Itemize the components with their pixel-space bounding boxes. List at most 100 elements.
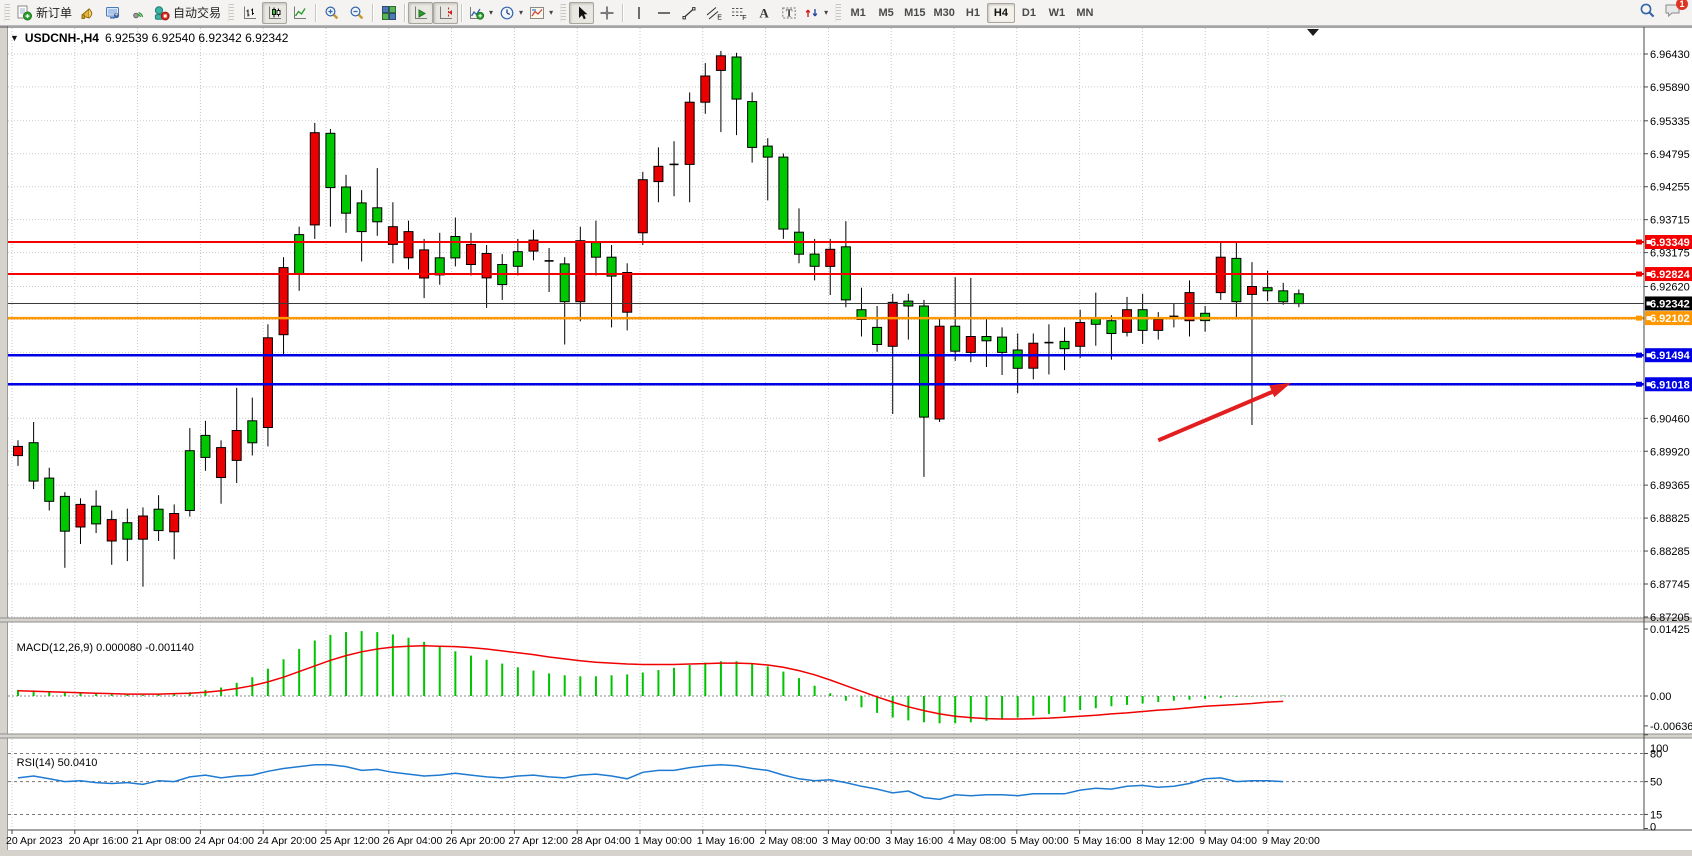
chart-title: USDCNH-,H4	[24, 31, 99, 45]
rsi-line	[17, 764, 1284, 801]
toolbar-drag-handle[interactable]	[4, 3, 10, 22]
time-tick-label: 27 Apr 12:00	[508, 835, 568, 847]
hline-price-label-box	[1645, 267, 1692, 282]
arrow-annotation-head[interactable]	[1269, 382, 1292, 398]
toolbar: 新订单 自动交易 ▾ ▾ ▾ E F A T ▾ M1 M5 M15 M30 H1 H4 D1 W1 MN 1	[0, 0, 1692, 26]
time-tick-label: 24 Apr 04:00	[194, 835, 254, 847]
arrows-button[interactable]: ▾	[801, 2, 831, 24]
new-order-button[interactable]: 新订单	[13, 2, 75, 24]
price-tick-label: 6.95890	[1650, 82, 1690, 94]
one-click-trading-arrow-icon[interactable]: ▼	[10, 33, 19, 43]
current-price-label-handle	[1646, 301, 1651, 306]
timeframe-h1-button[interactable]: H1	[965, 6, 980, 19]
toolbar-separator	[404, 3, 406, 22]
horizontal-line-button[interactable]	[651, 2, 676, 24]
candle-body	[341, 186, 352, 214]
candle-body	[559, 263, 570, 303]
bar-chart-button[interactable]	[237, 2, 262, 24]
price-tick-label: 6.87205	[1650, 612, 1690, 624]
window-left-edge	[0, 26, 7, 850]
terminal-button[interactable]	[100, 2, 125, 24]
hline-price-label-box	[1645, 311, 1692, 326]
hline-edge-marker	[1636, 271, 1642, 277]
candle-body	[13, 445, 23, 457]
pane-splitter[interactable]	[0, 618, 1692, 622]
vertical-line-icon	[631, 5, 647, 21]
line-chart-icon	[292, 5, 308, 21]
periods-button[interactable]: ▾	[496, 2, 526, 24]
price-tick-label: 6.94795	[1650, 149, 1690, 161]
cursor-button[interactable]	[569, 1, 595, 24]
toolbar-drag-handle[interactable]	[835, 3, 842, 22]
zoom-in-icon	[324, 5, 340, 21]
fibonacci-button[interactable]: F	[726, 2, 751, 24]
time-tick-label: 2 May 08:00	[760, 835, 818, 847]
hline-edge-marker	[1636, 352, 1642, 358]
hline-price-label-handle	[1646, 316, 1651, 321]
chart-shift-button[interactable]	[433, 1, 459, 24]
megaphone-button[interactable]	[75, 2, 100, 24]
zoom-out-icon	[349, 5, 365, 21]
equidistant-channel-button[interactable]: E	[701, 2, 726, 24]
timeframe-w1-button[interactable]: W1	[1048, 6, 1066, 19]
time-tick-label: 1 May 16:00	[697, 835, 755, 847]
zoom-in-button[interactable]	[319, 2, 344, 24]
candle-body	[918, 305, 929, 418]
templates-button[interactable]: ▾	[526, 2, 556, 24]
macd-axis-label: 0.00	[1650, 691, 1671, 703]
candle-body	[450, 236, 461, 259]
svg-text:F: F	[742, 15, 746, 21]
chart-ohlc: 6.92539 6.92540 6.92342 6.92342	[104, 31, 289, 45]
timeframe-m5-button[interactable]: M5	[878, 6, 894, 19]
timeframe-m15-button[interactable]: M15	[904, 6, 926, 19]
time-tick-label: 28 Apr 04:00	[571, 835, 631, 847]
time-tick-label: 26 Apr 20:00	[446, 835, 506, 847]
chat-button[interactable]: 1	[1664, 0, 1688, 24]
trendline-button[interactable]	[676, 2, 701, 24]
rsi-label: RSI(14) 50.0410	[16, 757, 98, 769]
search-button[interactable]	[1639, 2, 1656, 24]
candle-body	[481, 253, 492, 279]
text-button[interactable]: A	[751, 2, 776, 24]
toolbar-drag-handle[interactable]	[560, 3, 567, 22]
indicators-button[interactable]: ▾	[465, 2, 496, 24]
hline-price-label-handle	[1646, 240, 1651, 245]
price-tick-label: 6.96430	[1650, 49, 1690, 61]
candle-body	[247, 420, 258, 444]
arrow-annotation-shaft[interactable]	[1157, 388, 1278, 443]
window-bottom-edge	[0, 850, 1692, 856]
price-tick-label: 6.89365	[1650, 480, 1690, 492]
hline-price-label-box	[1645, 348, 1692, 363]
signals-button[interactable]	[125, 2, 150, 24]
auto-scroll-button[interactable]	[408, 1, 434, 24]
time-tick-label: 21 Apr 08:00	[132, 835, 192, 847]
price-tick-label: 6.88285	[1650, 546, 1690, 558]
candle-body	[700, 75, 711, 103]
candle-body	[981, 336, 992, 342]
autotrading-button[interactable]: 自动交易	[150, 2, 224, 24]
chart-shift-marker[interactable]	[1307, 29, 1319, 36]
candle-body	[1059, 340, 1070, 350]
hline-price-label: 6.91018	[1650, 379, 1690, 391]
pane-splitter[interactable]	[0, 734, 1692, 738]
timeframe-d1-button[interactable]: D1	[1021, 6, 1036, 19]
candlestick-chart-button[interactable]	[262, 1, 288, 24]
crosshair-button[interactable]	[594, 2, 619, 24]
timeframe-m1-button[interactable]: M1	[850, 6, 866, 19]
timeframe-h4-button[interactable]: H4	[986, 2, 1015, 23]
svg-text:T: T	[785, 8, 792, 19]
hline-price-label-handle	[1646, 382, 1651, 387]
text-label-button[interactable]: T	[776, 2, 801, 24]
vertical-line-button[interactable]	[626, 2, 651, 24]
zoom-out-button[interactable]	[344, 2, 369, 24]
price-tick-label: 6.87745	[1650, 579, 1690, 591]
price-tick-label: 6.95335	[1650, 116, 1690, 128]
timeframe-mn-button[interactable]: MN	[1076, 6, 1094, 19]
timeframe-m30-button[interactable]: M30	[933, 6, 955, 19]
candle-body	[1184, 292, 1195, 322]
toolbar-drag-handle[interactable]	[228, 3, 235, 22]
line-chart-button[interactable]	[287, 2, 312, 24]
tile-windows-button[interactable]	[376, 2, 401, 24]
candle-body	[872, 326, 883, 345]
